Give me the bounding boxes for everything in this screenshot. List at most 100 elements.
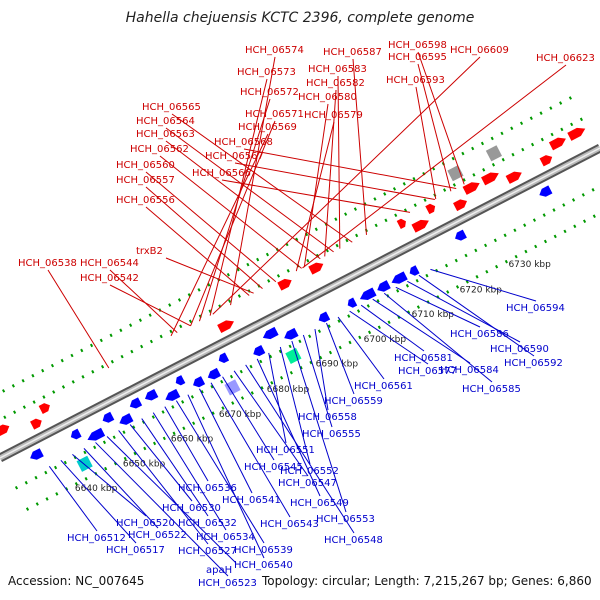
gene-arrow-1 — [30, 448, 44, 460]
reverse-gene-label: HCH_06558 — [298, 412, 357, 423]
tick-row-3 — [0, 95, 575, 395]
reverse-leader-line — [337, 316, 385, 380]
reverse-leader-line — [418, 274, 535, 357]
gene-arrow-8 — [129, 397, 143, 409]
reverse-leader-line — [407, 280, 521, 343]
reverse-gene-label: HCH_06590 — [490, 344, 549, 355]
forward-leader-line — [295, 121, 335, 272]
gene-arrow-37 — [548, 137, 566, 151]
reverse-leader-line — [222, 376, 275, 461]
forward-leader-line — [352, 58, 367, 235]
forward-gene-label: HCH_06565 — [142, 102, 201, 113]
reverse-leader-line — [48, 465, 98, 532]
reverse-leader-line — [83, 448, 159, 529]
gene-arrow-38 — [567, 127, 586, 141]
forward-gene-label: HCH_06595 — [388, 52, 447, 63]
backbone-highlight — [0, 147, 600, 459]
forward-gene-label: HCH_06544 — [80, 258, 139, 269]
gene-arrow-11 — [175, 375, 186, 386]
gene-arrow-34 — [505, 171, 522, 184]
gene-arrow-13 — [207, 367, 221, 380]
forward-leader-line — [303, 103, 329, 268]
forward-leader-line — [145, 206, 250, 296]
reverse-gene-label: HCH_06541 — [222, 495, 281, 506]
tick-row-2 — [0, 116, 586, 422]
reverse-leader-line — [187, 394, 265, 559]
feature-box-19 — [285, 347, 302, 365]
forward-gene-label: HCH_06556 — [116, 195, 175, 206]
accession-text: Accession: NC_007645 — [8, 574, 145, 588]
scale-tick-label: 6670 kbp — [219, 410, 262, 420]
forward-leader-line — [170, 133, 269, 337]
reverse-leader-line — [233, 370, 309, 477]
reverse-leader-line — [291, 340, 347, 513]
forward-gene-label: HCH_06557 — [116, 175, 175, 186]
forward-gene-label: HCH_06587 — [323, 47, 382, 58]
scale-tick-label: 6640 kbp — [75, 484, 118, 494]
forward-gene-label: HCH_06598 — [388, 40, 447, 51]
gene-arrow-23 — [359, 287, 377, 301]
genome-meta-text: Topology: circular; Length: 7,215,267 bp… — [262, 574, 592, 588]
forward-leader-line — [230, 56, 276, 306]
forward-gene-label: HCH_06562 — [130, 144, 189, 155]
reverse-leader-line — [302, 334, 333, 428]
gene-arrow-26 — [409, 265, 420, 276]
reverse-leader-line — [314, 328, 329, 411]
reverse-gene-label: HCH_06523 — [198, 578, 257, 589]
gene-arrow-21 — [308, 262, 324, 275]
reverse-leader-line — [106, 436, 237, 564]
reverse-leader-line — [152, 412, 227, 531]
reverse-gene-label: HCH_06534 — [196, 532, 255, 543]
reverse-leader-line — [256, 358, 321, 497]
gene-arrow-0 — [0, 424, 10, 437]
scale-tick-label: 6690 kbp — [316, 360, 359, 370]
gene-arrow-15 — [217, 320, 234, 333]
gene-arrow-12 — [193, 376, 206, 388]
reverse-gene-label: HCH_06553 — [316, 514, 375, 525]
forward-leader-line — [415, 86, 437, 200]
reverse-leader-line — [360, 304, 425, 352]
forward-gene-label: HCH_06542 — [80, 273, 139, 284]
gene-arrow-20 — [318, 311, 331, 323]
forward-gene-label: HCH_06568 — [214, 137, 273, 148]
reverse-leader-line — [372, 298, 471, 364]
reverse-leader-line — [268, 352, 287, 444]
reverse-gene-label: HCH_06577 — [398, 366, 457, 377]
reverse-gene-label: HCH_06539 — [234, 545, 293, 556]
reverse-gene-label: HCH_06532 — [178, 518, 237, 529]
gene-arrow-14 — [218, 352, 230, 364]
reverse-gene-label: HCH_06592 — [504, 358, 563, 369]
reverse-gene-label: HCH_06594 — [506, 303, 565, 314]
forward-leader-line — [209, 78, 268, 316]
forward-gene-label: HCH_06566 — [192, 168, 251, 179]
reverse-gene-label: HCH_06552 — [280, 466, 339, 477]
forward-gene-label: HCH_06583 — [308, 64, 367, 75]
reverse-gene-label: HCH_06585 — [462, 384, 521, 395]
reverse-gene-label: HCH_06512 — [67, 533, 126, 544]
reverse-gene-label: HCH_06545 — [244, 462, 303, 473]
figure-title: Hahella chejuensis KCTC 2396, complete g… — [125, 10, 475, 26]
forward-leader-line — [324, 89, 337, 257]
reverse-gene-label: HCH_06584 — [440, 365, 499, 376]
forward-gene-label: HCH_06563 — [136, 129, 195, 140]
reverse-leader-line — [164, 406, 209, 482]
reverse-leader-line — [430, 268, 537, 302]
forward-leader-line — [165, 127, 334, 253]
reverse-gene-label: HCH_06581 — [394, 353, 453, 364]
reverse-leader-line — [72, 453, 147, 517]
gene-arrow-7 — [119, 413, 134, 425]
forward-leader-line — [417, 51, 465, 185]
reverse-gene-label: HCH_06551 — [256, 445, 315, 456]
forward-gene-label: HCH_06573 — [237, 67, 296, 78]
reverse-gene-label: apaH — [206, 565, 232, 576]
reverse-gene-label: HCH_06527 — [178, 546, 237, 557]
forward-gene-label: HCH_06538 — [18, 258, 77, 269]
forward-gene-label: HCH_06593 — [386, 75, 445, 86]
reverse-gene-label: HCH_06520 — [116, 518, 175, 529]
gene-arrow-9 — [144, 389, 159, 401]
forward-gene-label: HCH_06579 — [304, 110, 363, 121]
gene-arrow-4 — [70, 428, 82, 440]
feature-box-33 — [447, 165, 464, 182]
reverse-leader-line — [383, 292, 493, 383]
